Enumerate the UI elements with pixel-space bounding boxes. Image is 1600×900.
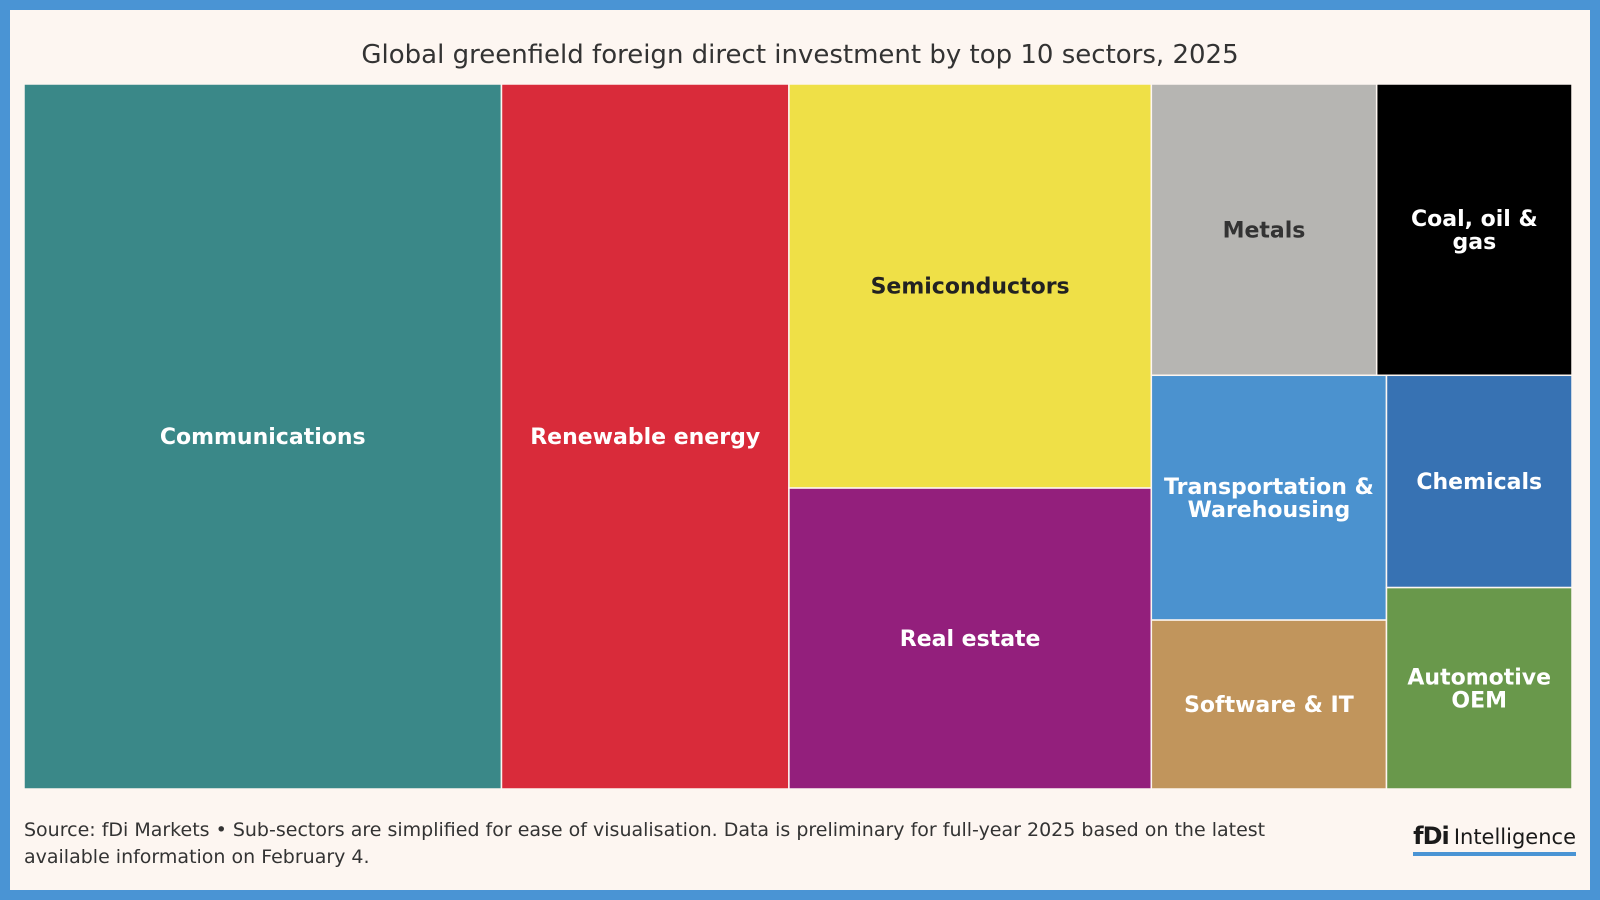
treemap-cell-semiconductors: Semiconductors (788, 84, 1153, 489)
treemap-label: Communications (160, 425, 366, 450)
logo-mark: fDi (1413, 822, 1450, 850)
treemap-rect (1150, 84, 1378, 377)
treemap-label: Metals (1223, 218, 1306, 243)
treemap-cell-automotive-oem: Automotive OEM (1385, 586, 1572, 789)
chart-title: Global greenfield foreign direct investm… (361, 40, 1239, 70)
treemap-cell-communications: Communications (24, 84, 503, 789)
treemap-label: Transportation & Warehousing (1164, 475, 1374, 523)
treemap-label: Semiconductors (871, 275, 1070, 300)
treemap: Communications Renewable energy Semiconduc… (24, 84, 1572, 789)
treemap-label: Renewable energy (530, 425, 760, 450)
treemap-label: Real estate (900, 627, 1041, 652)
treemap-rect (788, 84, 1153, 489)
treemap-label: Coal, oil & gas (1411, 207, 1538, 255)
chart-frame: Global greenfield foreign direct investm… (10, 10, 1590, 890)
logo-word: Intelligence (1453, 825, 1576, 849)
treemap-cell-real-estate: Real estate (788, 487, 1153, 789)
treemap-cell-software-and-it: Software & IT (1150, 619, 1388, 789)
treemap-rect (24, 84, 503, 789)
treemap-rect (500, 84, 790, 789)
treemap-rect (1150, 374, 1388, 621)
treemap-label: Chemicals (1416, 470, 1542, 495)
treemap-label: Software & IT (1184, 693, 1354, 718)
fdi-intelligence-logo: fDi Intelligence (1413, 822, 1576, 856)
logo-underline (1413, 852, 1576, 856)
treemap-cell-metals: Metals (1150, 84, 1378, 377)
treemap-label: Automotive OEM (1407, 665, 1551, 713)
treemap-cell-coal-oil-and-gas: Coal, oil & gas (1375, 84, 1572, 377)
treemap-svg: Communications Renewable energy Semiconduc… (24, 84, 1572, 789)
treemap-cell-chemicals: Chemicals (1385, 374, 1572, 589)
treemap-rect (1375, 84, 1572, 377)
treemap-rect (788, 487, 1153, 789)
source-note: Source: fDi Markets • Sub-sectors are si… (24, 819, 1266, 868)
treemap-rect (1385, 374, 1572, 589)
treemap-cell-transportation-and-warehousing: Transportation & Warehousing (1150, 374, 1388, 621)
treemap-cell-renewable-energy: Renewable energy (500, 84, 790, 789)
